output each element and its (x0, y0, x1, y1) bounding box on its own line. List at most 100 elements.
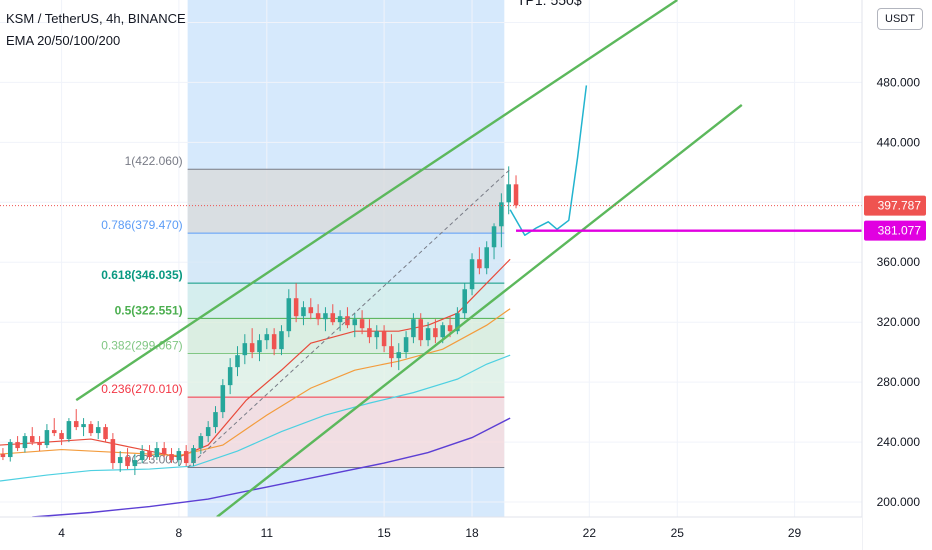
candle-body (117, 457, 123, 464)
fib-level-label: 0.382(299.067) (101, 339, 182, 353)
candle-body (44, 430, 50, 446)
candle-body (125, 457, 130, 467)
candle-body (88, 424, 94, 434)
candle-body (191, 448, 196, 464)
candle-body (381, 331, 387, 347)
candle-body (110, 439, 116, 464)
time-axis-bg (0, 517, 862, 550)
price-tick-label: 360.000 (877, 255, 921, 269)
time-tick-label: 25 (671, 526, 685, 540)
candle-body (103, 427, 108, 440)
candle-body (249, 343, 255, 353)
candle-body (22, 436, 28, 449)
candle-body (403, 337, 409, 353)
price-tick-label: 200.000 (877, 495, 921, 509)
candle-body (477, 259, 482, 269)
candle-body (308, 307, 314, 314)
candle-body (293, 298, 299, 317)
candle-body (469, 259, 475, 290)
fib-level-label: 0.618(346.035) (101, 268, 182, 282)
candle-body (433, 328, 438, 338)
dashed-trend-line[interactable] (187, 168, 511, 468)
candle-body (95, 427, 101, 434)
candle-body (220, 385, 226, 413)
candle-body (389, 346, 394, 359)
fib-level-label: 0.786(379.470) (101, 218, 182, 232)
candle-body (183, 451, 189, 464)
chart-title: KSM / TetherUS, 4h, BINANCE (6, 11, 186, 26)
support-price-tag-label: 381.077 (878, 224, 922, 238)
drawings-layer[interactable] (0, 0, 862, 518)
candle-body (81, 424, 86, 428)
candle-body (440, 325, 446, 338)
candle-body (279, 331, 284, 350)
fib-band (187, 169, 505, 234)
fib-level-label: 0.236(270.010) (101, 382, 182, 396)
price-tick-label: 240.000 (877, 435, 921, 449)
candle-body (161, 448, 167, 455)
price-axis-bg (862, 0, 932, 550)
candle-body (235, 355, 240, 368)
candle-body (484, 247, 489, 269)
candle-body (411, 319, 416, 338)
fib-level-label: 0.5(322.551) (115, 303, 183, 317)
price-tick-label: 440.000 (877, 135, 921, 149)
fib-band (187, 397, 505, 468)
candle-body (323, 313, 328, 320)
time-tick-label: 15 (377, 526, 391, 540)
currency-button[interactable]: USDT (877, 8, 923, 30)
time-tick-label: 8 (176, 526, 183, 540)
last-price-tag-label: 397.787 (878, 199, 922, 213)
candle-body (0, 454, 6, 458)
indicator-legend[interactable]: EMA 20/50/100/200 (6, 33, 121, 48)
candle-body (51, 430, 57, 434)
candle-body (374, 331, 380, 338)
fib-band (187, 283, 505, 319)
candle-body (147, 451, 152, 458)
candle-body (264, 334, 270, 341)
candle-body (59, 433, 64, 440)
fib-band (187, 233, 505, 284)
candle-body (513, 184, 519, 206)
candle-body (176, 451, 182, 461)
candle-body (425, 328, 431, 341)
candle-body (447, 325, 453, 332)
time-tick-label: 18 (465, 526, 479, 540)
fib-band (187, 353, 505, 398)
price-tick-label: 280.000 (877, 375, 921, 389)
ema-line (32, 417, 511, 518)
candle-body (418, 319, 424, 341)
target-note[interactable]: TP1: 550$ (517, 0, 582, 8)
candle-body (73, 421, 79, 428)
candle-body (15, 442, 20, 449)
candle-body (213, 412, 218, 428)
time-tick-label: 11 (261, 526, 274, 540)
candle-body (37, 442, 42, 446)
candle-body (455, 313, 460, 332)
candle-body (315, 313, 321, 320)
candle-body (29, 436, 35, 443)
support-price-tag (864, 220, 926, 241)
candle-body (462, 289, 467, 314)
price-tick-label: 480.000 (877, 75, 921, 89)
projection-path[interactable] (509, 85, 588, 237)
time-tick-label: 29 (788, 526, 802, 540)
candle-body (227, 367, 233, 386)
candle-body (367, 328, 372, 338)
candle-body (205, 427, 211, 437)
candle-body (198, 436, 204, 449)
last-price-tag (864, 195, 926, 216)
candle-body (257, 340, 262, 353)
ema-line (0, 354, 511, 482)
time-tick-label: 22 (583, 526, 597, 540)
candle-body (271, 334, 277, 350)
candle-body (7, 442, 13, 458)
candle-body (169, 454, 174, 461)
candle-body (139, 451, 145, 461)
channel-line-lower[interactable] (216, 103, 743, 518)
candle-body (154, 448, 160, 458)
channel-line-upper[interactable] (75, 0, 678, 402)
candle-body (345, 316, 350, 326)
candle-body (132, 460, 138, 467)
